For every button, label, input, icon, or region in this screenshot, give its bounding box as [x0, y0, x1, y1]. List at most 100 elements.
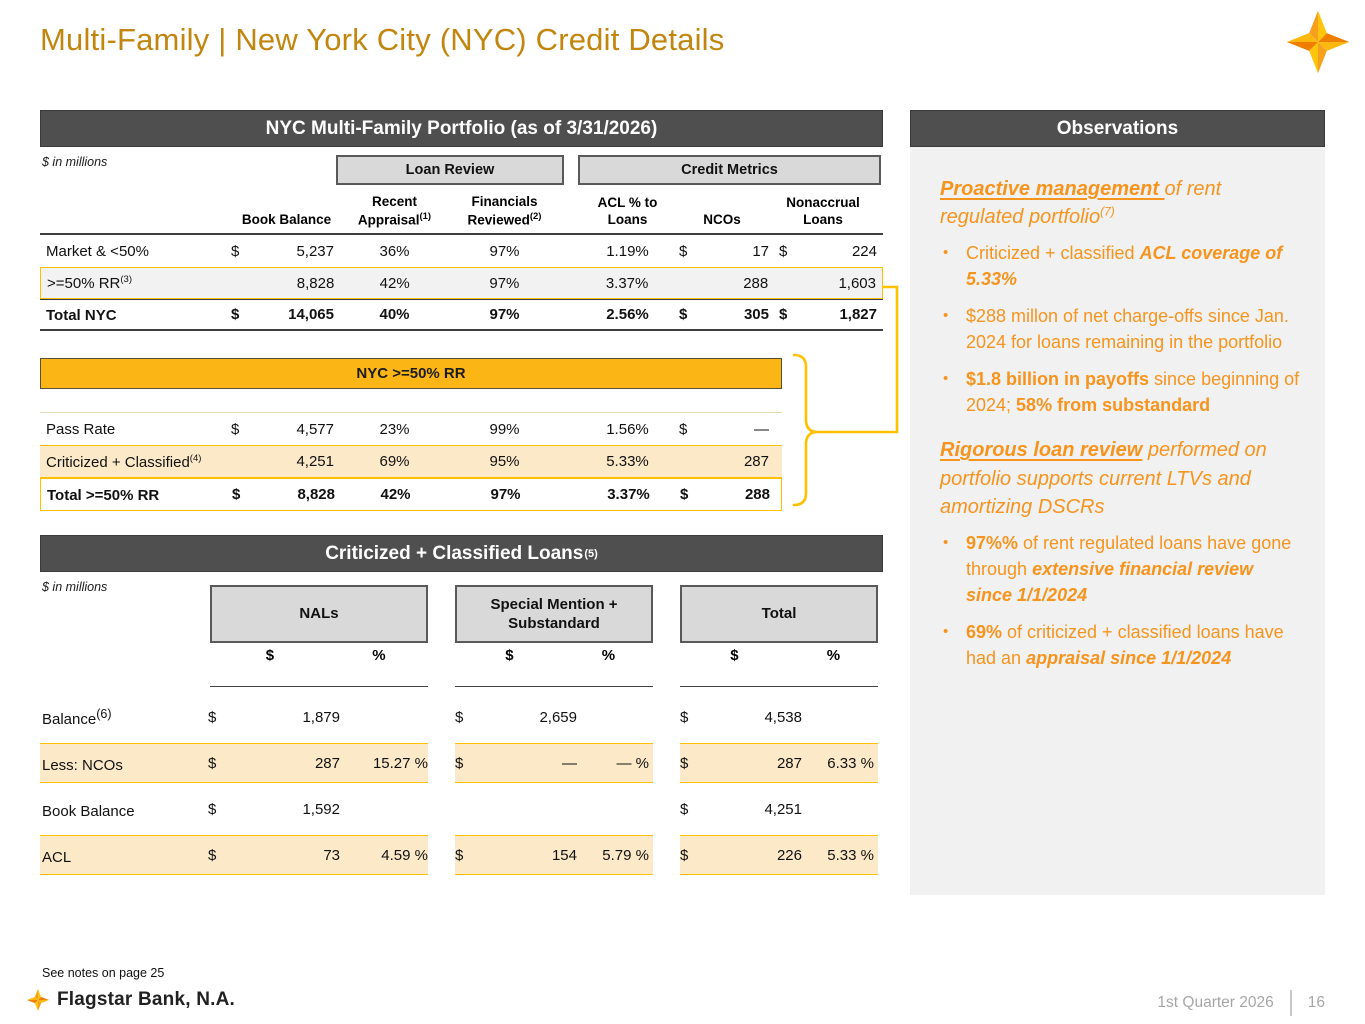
cell-total-dollar: 287 [776, 754, 802, 772]
cell-acl: 2.56% [606, 306, 649, 323]
observation-bullet: • $1.8 billion in payoffs since beginnin… [940, 366, 1301, 418]
cell-nals-dollar: 1,592 [302, 800, 340, 818]
group-loan-review: Loan Review [336, 155, 564, 185]
table-row-total: Total NYC $ 14,065 40% 97% 2.56% $ 305 $… [40, 299, 883, 331]
cell-financials: 97% [490, 486, 521, 503]
cell-nco: 288 [744, 486, 770, 503]
table-row: Market & <50% $ 5,237 36% 97% 1.19% $ 17… [46, 242, 877, 261]
quarter-label: 1st Quarter 2026 [1157, 994, 1274, 1011]
group-special-mention: Special Mention + Substandard [455, 585, 653, 643]
portfolio-column-headers: Book Balance Recent Appraisal(1) Financi… [40, 189, 883, 235]
cell-book-balance: 5,237 [296, 242, 334, 260]
cell-appraisal: 40% [379, 306, 410, 323]
row-label: Book Balance [42, 802, 135, 820]
cell-sm-pct: 5.79 % [602, 846, 649, 864]
cell-nals-pct: 15.27 % [372, 754, 428, 772]
brand-logo: Flagstar Bank, N.A. [26, 988, 235, 1012]
observation-bullet: • Criticized + classified ACL coverage o… [940, 240, 1301, 292]
cell-total-pct: 6.33 % [827, 754, 874, 772]
observations-header: Observations [910, 110, 1325, 147]
cc-column-headers: $% $% $% [40, 647, 883, 687]
cell-sm-dollar: 154 [551, 846, 577, 864]
divider [1289, 990, 1292, 1016]
row-label: Market & <50% [46, 243, 149, 260]
cell-nals-pct: 4.59 % [381, 846, 428, 864]
observation-heading: Proactive management of rent regulated p… [940, 178, 1222, 229]
cell-nco: — [754, 420, 769, 438]
observation-heading: Rigorous loan review performed on portfo… [940, 439, 1267, 519]
table-row: Pass Rate $ 4,577 23% 99% 1.56% $ — [40, 412, 782, 445]
cell-book-balance: 14,065 [288, 306, 334, 323]
cell-appraisal: 42% [379, 274, 410, 292]
bullet-icon: • [943, 306, 949, 324]
bullet-icon: • [943, 533, 949, 551]
cell-acl: 3.37% [607, 486, 650, 503]
bullet-icon: • [943, 243, 949, 261]
observations-panel: Observations Proactive management of ren… [910, 110, 1325, 895]
cell-financials: 95% [489, 453, 520, 470]
flagstar-star-icon [26, 988, 50, 1012]
row-label: ACL [42, 848, 72, 866]
table-row-highlighted: Less: NCOs $287 15.27 % $ — — % $287 6.33 % [40, 743, 883, 783]
observation-bullet: • 97%% of rent regulated loans have gone… [940, 530, 1301, 608]
rr-banner: NYC >=50% RR [40, 358, 782, 389]
col-acl-to-loans: ACL % to Loans [597, 195, 658, 228]
group-nals: NALs [210, 585, 428, 643]
cell-nals-dollar: 73 [323, 846, 340, 864]
rr-table: Pass Rate $ 4,577 23% 99% 1.56% $ — Crit… [40, 412, 782, 511]
table-row: Book Balance $1,592 $4,251 [42, 800, 802, 820]
row-label: Criticized + Classified(4) [46, 452, 202, 471]
table-row-total: Total >=50% RR $ 8,828 42% 97% 3.37% $ 2… [40, 478, 782, 511]
table-row: Balance(6) $1,879 $2,659 $4,538 [42, 706, 802, 728]
footnote-reference: See notes on page 25 [42, 966, 165, 980]
row-label: Total NYC [46, 306, 117, 324]
cell-book-balance: 8,828 [296, 274, 335, 292]
cell-acl: 1.56% [606, 420, 649, 438]
portfolio-table-header: NYC Multi-Family Portfolio (as of 3/31/2… [40, 110, 883, 147]
units-note: $ in millions [42, 155, 108, 169]
observation-bullet: • $288 millon of net charge-offs since J… [940, 303, 1301, 355]
cell-appraisal: 36% [379, 242, 410, 260]
cell-financials: 99% [489, 420, 520, 438]
table-row-highlighted: Criticized + Classified(4) 4,251 69% 95%… [40, 445, 782, 478]
cell-book-balance: 4,577 [296, 420, 334, 438]
group-total: Total [680, 585, 878, 643]
cell-nco: 305 [743, 306, 769, 323]
table-row-highlighted: ACL $73 4.59 % $154 5.79 % $226 5.33 % [40, 835, 883, 875]
cell-nals-dollar: 1,879 [302, 708, 340, 726]
group-credit-metrics: Credit Metrics [578, 155, 881, 185]
col-ncos: NCOs [703, 212, 741, 228]
callout-brace [792, 285, 899, 507]
cell-nonaccrual: 1,827 [839, 306, 877, 323]
row-label: Balance(6) [42, 706, 112, 728]
cell-nco: 288 [743, 274, 769, 292]
cell-total-pct: 5.33 % [827, 846, 874, 864]
cc-table-header: Criticized + Classified Loans (5) [40, 535, 883, 572]
cell-nco: 287 [743, 453, 769, 470]
col-financials-reviewed: Financials Reviewed(2) [467, 193, 542, 228]
cell-financials: 97% [489, 306, 520, 323]
cell-acl: 1.19% [606, 242, 649, 260]
cell-appraisal: 42% [380, 486, 411, 503]
cell-acl: 5.33% [606, 453, 649, 470]
col-nonaccrual-loans: Nonaccrual Loans [786, 195, 860, 228]
flagstar-star-icon [1286, 10, 1350, 74]
observation-bullet: • 69% of criticized + classified loans h… [940, 619, 1301, 671]
bullet-icon: • [943, 622, 949, 640]
cell-book-balance: 8,828 [297, 486, 335, 503]
cell-sm-pct: — % [616, 754, 649, 772]
cell-nals-dollar: 287 [314, 754, 340, 772]
table-row-highlighted: >=50% RR(3) 8,828 42% 97% 3.37% 288 1,60… [40, 267, 883, 299]
criticized-classified-table: Criticized + Classified Loans (5) $ in mi… [40, 535, 883, 875]
cell-appraisal: 23% [379, 420, 410, 438]
cell-nonaccrual: 1,603 [838, 274, 876, 292]
cell-nonaccrual: 224 [851, 242, 877, 260]
bullet-icon: • [943, 370, 949, 388]
cell-appraisal: 69% [379, 453, 410, 470]
cell-financials: 97% [489, 274, 520, 292]
cell-nco: 17 [752, 242, 769, 260]
cell-financials: 97% [489, 242, 520, 260]
row-label: >=50% RR(3) [47, 274, 132, 292]
cell-total-dollar: 226 [776, 846, 802, 864]
